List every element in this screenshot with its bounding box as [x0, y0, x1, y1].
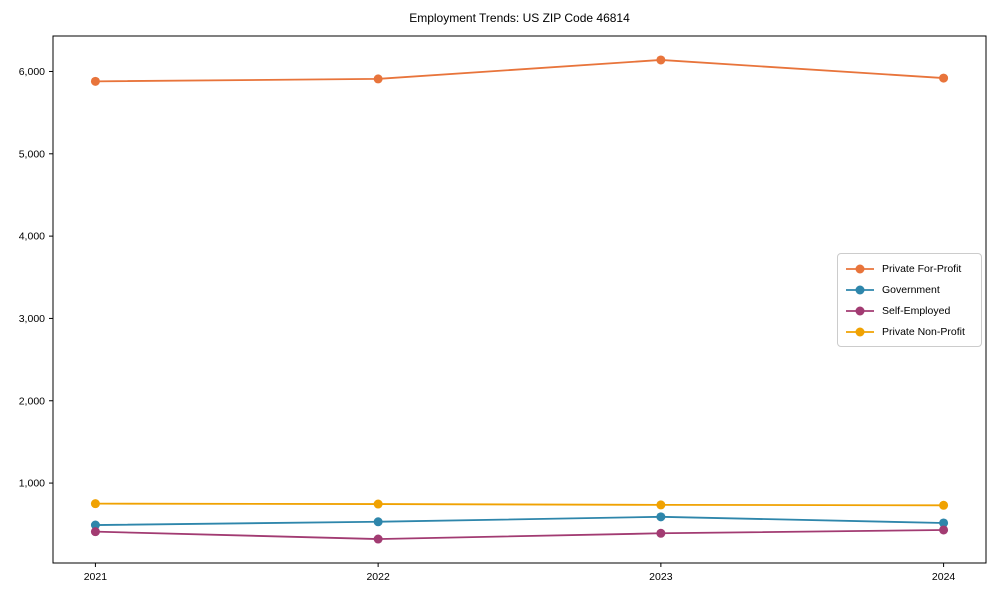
- series-line: [95, 502, 944, 507]
- y-tick-label: 3,000: [19, 313, 45, 325]
- legend-marker-icon: [846, 264, 874, 273]
- series-marker: [373, 534, 383, 544]
- legend-item: Self-Employed: [845, 301, 974, 321]
- series-marker: [90, 499, 100, 509]
- y-tick-label: 6,000: [19, 66, 45, 78]
- series-marker: [939, 500, 949, 510]
- x-tick-label: 2024: [932, 571, 956, 583]
- y-tick-label: 4,000: [19, 231, 45, 243]
- legend-label: Private Non-Profit: [882, 325, 965, 338]
- y-tick-label: 1,000: [19, 478, 45, 490]
- x-tick-label: 2021: [84, 571, 108, 583]
- legend-item: Government: [845, 280, 974, 300]
- series-marker: [656, 528, 666, 538]
- series-marker: [939, 73, 949, 83]
- legend-label: Private For-Profit: [882, 262, 962, 275]
- series-marker: [939, 525, 949, 535]
- plot-frame: [52, 35, 987, 564]
- legend-marker-icon: [846, 327, 874, 336]
- series-marker: [656, 55, 666, 65]
- series-line: [95, 59, 944, 83]
- series-marker: [373, 517, 383, 527]
- chart-legend: Private For-Profit Government Self-Employe…: [837, 253, 982, 347]
- series-marker: [656, 500, 666, 510]
- chart-title: Employment Trends: US ZIP Code 46814: [409, 11, 630, 25]
- series-marker: [90, 520, 100, 530]
- legend-item: Private For-Profit: [845, 259, 974, 279]
- series-marker: [90, 527, 100, 537]
- series-marker: [656, 512, 666, 522]
- series-line: [95, 515, 944, 526]
- legend-marker-icon: [846, 285, 874, 294]
- x-tick-label: 2023: [649, 571, 673, 583]
- series-marker: [373, 499, 383, 509]
- series-marker: [373, 74, 383, 84]
- y-tick-label: 5,000: [19, 148, 45, 160]
- legend-label: Government: [882, 283, 940, 296]
- x-tick-label: 2022: [366, 571, 390, 583]
- y-tick-label: 2,000: [19, 395, 45, 407]
- series-marker: [90, 76, 100, 86]
- legend-item: Private Non-Profit: [845, 322, 974, 342]
- series-line: [95, 529, 944, 540]
- legend-label: Self-Employed: [882, 304, 951, 317]
- series-marker: [939, 518, 949, 528]
- legend-marker-icon: [846, 306, 874, 315]
